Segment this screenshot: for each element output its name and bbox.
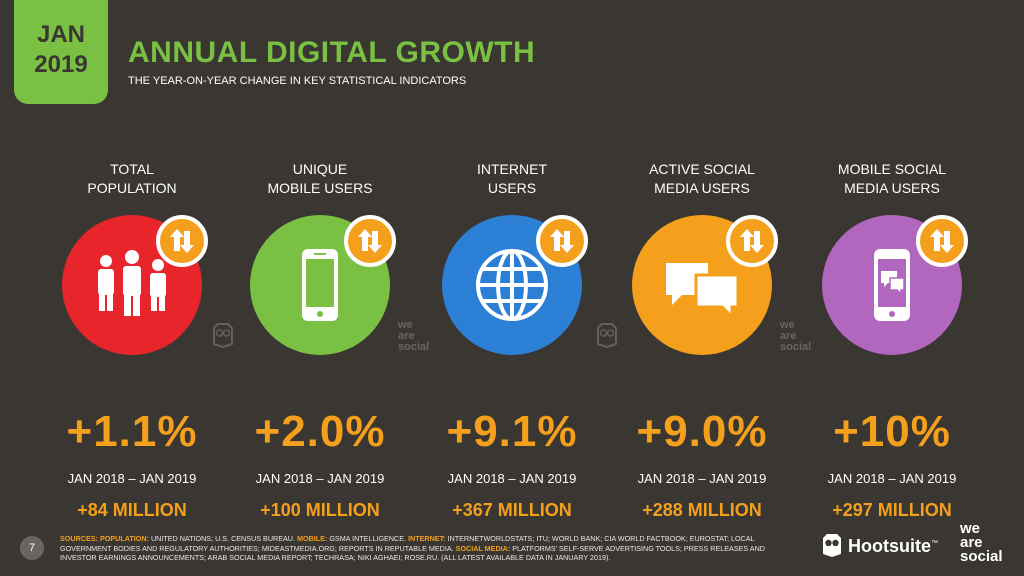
stat-heading: INTERNET USERS [422,160,602,200]
we-are-social-watermark: we are social [398,320,429,353]
sources-social-text: PLATFORMS' SELF-SERVE ADVERTISING TOOLS;… [60,543,765,563]
date-badge-year: 2019 [34,51,88,78]
hootsuite-owl-watermark-icon [597,323,617,348]
stat-date-range: JAN 2018 – JAN 2019 [67,471,197,486]
mobile-chat-icon [874,249,910,321]
stat-date-range: JAN 2018 – JAN 2019 [255,471,385,486]
watermark-line: social [780,341,812,353]
mobile-phone-icon [302,249,338,321]
hootsuite-owl-icon [823,534,841,557]
sources-population-label: POPULATION: [99,534,149,543]
watermark-line: we [398,319,413,331]
sources-social-label: SOCIAL MEDIA: [455,543,511,553]
stat-card-mobile-social-users: MOBILE SOCIAL MEDIA USERS +10% JAN 2018 … [802,160,982,521]
we-are-social-logo: we are social [960,520,1003,565]
stat-percent-change: +9.1% [446,407,578,456]
stat-percent-change: +10% [833,407,951,456]
stat-circle [442,215,588,355]
logo-line: social [960,548,1003,565]
stat-percent-change: +9.0% [636,407,768,456]
sources-label: SOURCES: [60,534,98,543]
we-are-social-watermark: we are social [780,320,811,353]
stat-card-internet-users: INTERNET USERS +9.1% JAN 2018 – JAN 2019… [422,160,602,521]
trademark-symbol: ™ [931,540,938,547]
stat-circle [62,215,208,355]
stat-heading: UNIQUE MOBILE USERS [230,160,410,200]
globe-icon [476,249,548,321]
hootsuite-wordmark: Hootsuite™ [848,536,938,557]
stat-heading-line1: UNIQUE [292,161,348,177]
sources-internet-text: INTERNETWORLDSTATS; ITU; WORLD BANK; CIA… [60,534,755,553]
stat-card-population: TOTAL POPULATION +1.1% JAN 2018 – JAN 20… [42,160,222,521]
stat-heading: ACTIVE SOCIAL MEDIA USERS [612,160,792,200]
stat-circle [632,215,778,355]
stat-circle [822,215,968,355]
stat-heading: TOTAL POPULATION [42,160,222,200]
page-number: 7 [20,536,44,560]
stat-heading-line2: MEDIA USERS [844,180,940,196]
stat-date-range: JAN 2018 – JAN 2019 [447,471,577,486]
stat-heading-line1: ACTIVE SOCIAL [649,161,755,177]
up-down-arrows-icon [536,215,588,267]
page-subtitle: THE YEAR-ON-YEAR CHANGE IN KEY STATISTIC… [128,75,467,87]
stat-date-range: JAN 2018 – JAN 2019 [827,471,957,486]
sources-internet-label: INTERNET: [408,534,446,543]
up-down-arrows-icon [344,215,396,267]
watermark-line: are [398,330,415,342]
watermark-line: are [780,330,797,342]
up-down-arrows-icon [726,215,778,267]
stat-heading-line1: MOBILE SOCIAL [837,161,947,177]
stat-absolute-change: +84 MILLION [77,500,187,520]
sources-mobile-label: MOBILE: [296,534,328,543]
hootsuite-owl-watermark-icon [213,323,233,348]
stat-percent-change: +2.0% [254,407,386,456]
stat-heading-line1: TOTAL [110,161,154,177]
hootsuite-name: Hootsuite [848,536,931,556]
stat-absolute-change: +367 MILLION [452,500,572,520]
stat-heading: MOBILE SOCIAL MEDIA USERS [802,160,982,200]
page-title: ANNUAL DIGITAL GROWTH [128,36,536,69]
stat-absolute-change: +297 MILLION [832,500,952,520]
stat-heading-line2: POPULATION [87,180,177,196]
logo-line: we [960,520,981,537]
date-badge-month: JAN [36,21,85,48]
up-down-arrows-icon [916,215,968,267]
up-down-arrows-icon [156,215,208,267]
sources-text: SOURCES: POPULATION: UNITED NATIONS; U.S… [60,534,800,563]
stat-heading-line2: USERS [487,180,537,196]
stat-heading-line2: MOBILE USERS [267,180,373,196]
stat-card-mobile-users: UNIQUE MOBILE USERS +2.0% JAN 2018 – JAN… [230,160,410,521]
sources-mobile-text: GSMA INTELLIGENCE. [329,534,407,543]
hootsuite-logo: Hootsuite™ [820,532,946,560]
watermark-line: social [398,341,430,353]
watermark-line: we [780,319,795,331]
stat-card-active-social-users: ACTIVE SOCIAL MEDIA USERS +9.0% JAN 2018… [612,160,792,521]
logo-line: are [960,534,983,551]
stat-heading-line1: INTERNET [477,161,547,177]
stat-absolute-change: +100 MILLION [260,500,380,520]
sources-population-text: UNITED NATIONS; U.S. CENSUS BUREAU. [150,534,295,543]
date-badge: JAN 2019 [14,0,108,104]
stat-percent-change: +1.1% [66,407,198,456]
chat-bubbles-icon [666,263,740,321]
stat-heading-line2: MEDIA USERS [654,180,750,196]
stat-absolute-change: +288 MILLION [642,500,762,520]
stat-circle [250,215,396,355]
people-icon [98,250,166,316]
stat-date-range: JAN 2018 – JAN 2019 [637,471,767,486]
